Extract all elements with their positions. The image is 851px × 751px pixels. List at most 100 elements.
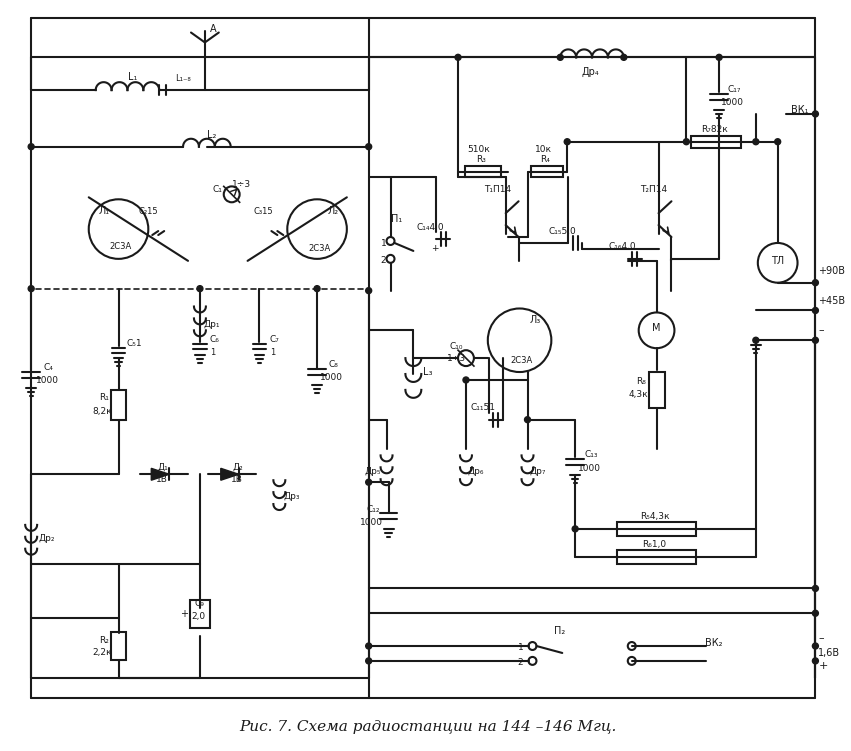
- Text: П₁: П₁: [391, 214, 403, 224]
- Circle shape: [813, 658, 819, 664]
- Text: 4,3к: 4,3к: [629, 391, 648, 400]
- Circle shape: [28, 285, 34, 291]
- Circle shape: [717, 54, 722, 60]
- Text: –: –: [819, 633, 824, 643]
- Circle shape: [455, 54, 461, 60]
- Text: 2С3А: 2С3А: [110, 243, 132, 252]
- Text: 2С3А: 2С3А: [511, 356, 533, 365]
- Text: Д₂: Д₂: [232, 463, 243, 472]
- Text: Дp₃: Дp₃: [283, 492, 300, 501]
- Circle shape: [524, 417, 530, 423]
- Text: 1: 1: [270, 348, 275, 357]
- Circle shape: [197, 285, 203, 291]
- Bar: [617, 522, 696, 535]
- Circle shape: [366, 658, 372, 664]
- Circle shape: [774, 139, 780, 145]
- Text: C₈: C₈: [328, 360, 338, 369]
- Text: Л₁: Л₁: [99, 207, 110, 216]
- Circle shape: [753, 139, 759, 145]
- Circle shape: [813, 337, 819, 343]
- Circle shape: [813, 279, 819, 285]
- Text: C₅1: C₅1: [127, 339, 142, 348]
- Text: C₆: C₆: [210, 335, 220, 344]
- Text: C₃15: C₃15: [254, 207, 273, 216]
- Text: R₅4,3к: R₅4,3к: [640, 512, 670, 521]
- Circle shape: [463, 377, 469, 383]
- Circle shape: [564, 139, 570, 145]
- Circle shape: [366, 479, 372, 485]
- Text: R₄: R₄: [540, 155, 551, 164]
- Text: T₂П14: T₂П14: [640, 185, 667, 194]
- Text: Рис. 7. Схема радиостанции на 144 –146 Мгц.: Рис. 7. Схема радиостанции на 144 –146 М…: [240, 720, 617, 734]
- Circle shape: [813, 111, 819, 117]
- Circle shape: [366, 143, 372, 149]
- Text: Дp₅: Дp₅: [364, 467, 381, 476]
- Circle shape: [813, 307, 819, 313]
- Text: П₂: П₂: [554, 626, 565, 636]
- Circle shape: [557, 54, 563, 60]
- Text: 2: 2: [380, 256, 386, 265]
- Text: М: М: [653, 324, 661, 333]
- Text: C₁: C₁: [213, 185, 223, 194]
- Text: L₁₋₈: L₁₋₈: [175, 74, 191, 83]
- Circle shape: [28, 143, 34, 149]
- Bar: [648, 372, 665, 408]
- Text: 1В: 1В: [157, 475, 168, 484]
- Text: 1: 1: [517, 644, 523, 653]
- Text: Л₂: Л₂: [328, 207, 339, 216]
- Text: R₁: R₁: [99, 394, 109, 403]
- Text: C₇: C₇: [270, 335, 279, 344]
- Circle shape: [366, 643, 372, 649]
- Text: +: +: [180, 609, 188, 620]
- Bar: [190, 600, 210, 628]
- Text: C₁₇: C₁₇: [728, 85, 740, 94]
- Text: ВК₂: ВК₂: [705, 638, 722, 648]
- Text: 10к: 10к: [535, 145, 552, 154]
- Polygon shape: [220, 469, 238, 480]
- Text: C₂15: C₂15: [139, 207, 158, 216]
- Text: 1В: 1В: [231, 475, 243, 484]
- Text: 1÷3: 1÷3: [447, 354, 465, 363]
- Text: 2С3А: 2С3А: [308, 244, 330, 253]
- Text: C₁₀: C₁₀: [449, 342, 463, 351]
- Text: 8,2к: 8,2к: [93, 407, 112, 416]
- Text: C₁₅5,0: C₁₅5,0: [548, 227, 576, 236]
- Circle shape: [813, 586, 819, 591]
- Text: 1000: 1000: [721, 98, 744, 107]
- Circle shape: [813, 611, 819, 617]
- Text: Д₁: Д₁: [157, 463, 168, 472]
- Text: 1: 1: [380, 240, 386, 249]
- Text: Дp₁: Дp₁: [203, 320, 220, 329]
- Text: 1000: 1000: [319, 373, 342, 382]
- Text: C₁₂: C₁₂: [367, 505, 380, 514]
- Text: R₃: R₃: [476, 155, 486, 164]
- Text: +: +: [431, 244, 439, 253]
- Text: А: А: [209, 23, 216, 34]
- Text: ТЛ: ТЛ: [771, 256, 785, 266]
- Text: 1000: 1000: [578, 464, 601, 473]
- Bar: [465, 165, 500, 177]
- Text: 1,6В: 1,6В: [819, 648, 841, 658]
- Text: Дp₂: Дp₂: [39, 534, 55, 543]
- Text: 2,2к: 2,2к: [92, 648, 111, 657]
- Circle shape: [366, 288, 372, 294]
- Text: R₆1,0: R₆1,0: [643, 540, 666, 549]
- Text: 1÷3: 1÷3: [232, 180, 251, 189]
- Text: Дp₇: Дp₇: [529, 467, 545, 476]
- Text: +45В: +45В: [819, 296, 846, 306]
- Text: –: –: [819, 325, 824, 336]
- Bar: [532, 165, 563, 177]
- Text: C₁₆4,0: C₁₆4,0: [608, 243, 636, 252]
- Text: C₁₃: C₁₃: [585, 450, 597, 459]
- Text: C₁₄4,0: C₁₄4,0: [416, 222, 444, 231]
- Text: ВК₁: ВК₁: [791, 105, 808, 115]
- Text: 2,0: 2,0: [191, 612, 205, 621]
- Text: Дp₄: Дp₄: [581, 68, 599, 77]
- Text: L₃: L₃: [424, 367, 433, 377]
- Text: 1000: 1000: [36, 376, 59, 385]
- Circle shape: [314, 285, 320, 291]
- Text: R₇82к: R₇82к: [700, 125, 728, 134]
- Circle shape: [572, 526, 578, 532]
- Bar: [111, 390, 127, 420]
- Text: L₁: L₁: [128, 72, 137, 82]
